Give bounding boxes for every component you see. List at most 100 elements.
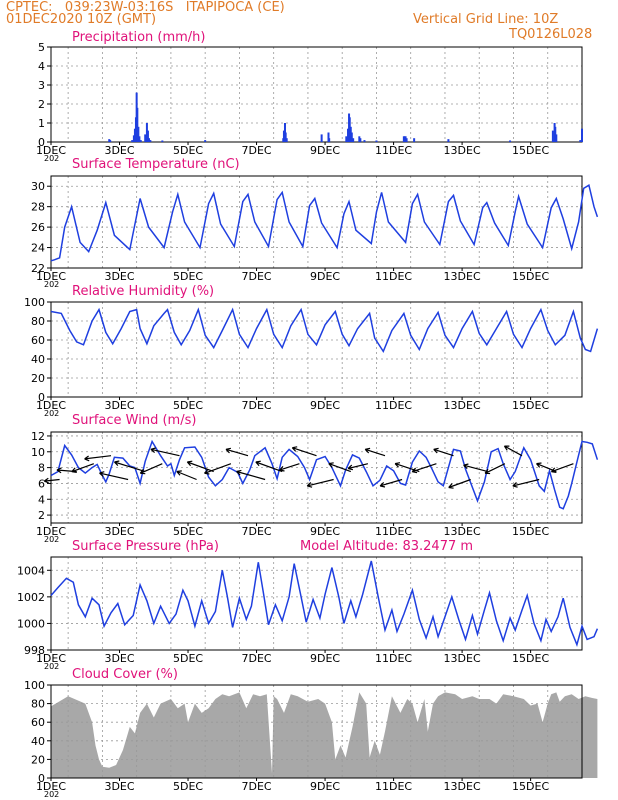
precip-ytick-label-2: 2 <box>38 98 45 111</box>
temperature-xtick-label-6: 13DEC <box>444 270 481 283</box>
cloud-xtick-label-1: 3DEC <box>104 780 134 793</box>
wind-vector-18 <box>347 463 369 471</box>
humidity-ytick-label-0: 0 <box>38 391 45 404</box>
precip-bar-28 <box>347 128 350 142</box>
precip-bar-36 <box>363 140 366 142</box>
precip-bar-10 <box>138 136 141 142</box>
pressure-xtick-label-5: 11DEC <box>375 652 412 665</box>
precip-bar-9 <box>137 126 140 142</box>
temperature-ytick-label-4: 30 <box>31 180 45 193</box>
precip-xtick-label-3: 7DEC <box>241 144 271 157</box>
humidity-ytick-label-4: 80 <box>31 315 45 328</box>
precip-bar-40 <box>404 136 407 142</box>
wind-vector-22 <box>411 463 437 474</box>
precip-bar-23 <box>285 138 288 142</box>
precip-bar-27 <box>345 136 348 142</box>
pressure-ytick-label-3: 1004 <box>17 564 45 577</box>
wind-vector-6 <box>139 463 163 475</box>
wind-ytick-label-1: 4 <box>38 493 45 506</box>
humidity-ytick-label-1: 20 <box>31 372 45 385</box>
cloud-xtick-label-0: 1DEC <box>36 780 66 793</box>
precip-bar-22 <box>284 132 287 142</box>
pressure-xtick-label-6: 13DEC <box>444 652 481 665</box>
precip-bar-15 <box>147 138 150 142</box>
wind-ytick-label-4: 10 <box>31 446 45 459</box>
wind-vector-27 <box>503 445 523 457</box>
pressure-annotation: Model Altitude: 83.2477 m <box>300 539 473 554</box>
precip-xtick-label-5: 11DEC <box>375 144 412 157</box>
wind-vector-2 <box>71 463 95 473</box>
wind-vector-19 <box>364 447 386 457</box>
cloud-xtick-label-2: 5DEC <box>173 780 203 793</box>
pressure-xtick-label-4: 9DEC <box>310 652 340 665</box>
humidity-xtick-label-1: 3DEC <box>104 399 134 412</box>
cloud-frame <box>50 684 583 779</box>
cloud-xtick-label-3: 7DEC <box>241 780 271 793</box>
wind-xtick-label-7: 15DEC <box>512 525 549 538</box>
humidity-frame <box>50 301 583 398</box>
precip-bar-18 <box>204 140 207 142</box>
precip-frame <box>50 46 583 143</box>
wind-vector-26 <box>484 463 506 475</box>
wind-vector-5 <box>113 460 146 473</box>
cloud-ytick-label-3: 60 <box>31 716 45 729</box>
humidity-ytick-label-5: 100 <box>24 296 45 309</box>
precip-bar-4 <box>132 135 135 142</box>
wind-vector-16 <box>306 478 334 488</box>
pressure-xtick-label-2: 5DEC <box>173 652 203 665</box>
precip-bar-39 <box>403 136 406 142</box>
precip-xtick-label-0: 1DEC <box>36 144 66 157</box>
precip-bar-31 <box>349 126 352 142</box>
precip-xtick-label-1: 3DEC <box>104 144 134 157</box>
wind-vector-15 <box>291 446 317 457</box>
precip-ytick-label-0: 0 <box>38 136 45 149</box>
wind-vector-20 <box>379 478 403 488</box>
precip-ytick-label-5: 5 <box>38 41 45 54</box>
wind-ytick-label-5: 12 <box>31 430 45 443</box>
wind-series-line <box>50 439 599 510</box>
wind-xtick-label-2: 5DEC <box>173 525 203 538</box>
station-line: CPTEC: 039:23W-03:16S ITAPIPOCA (CE) <box>6 0 285 15</box>
grid-line-note: Vertical Grid Line: 10Z <box>413 12 559 27</box>
humidity-year-stub: 202 <box>44 409 59 418</box>
pressure-series-line <box>50 560 599 648</box>
wind-vector-13 <box>255 460 283 473</box>
wind-vector-9 <box>186 460 214 473</box>
humidity-xtick-label-7: 15DEC <box>512 399 549 412</box>
precip-bar-30 <box>348 117 351 142</box>
precip-ytick-label-3: 3 <box>38 79 45 92</box>
cloud-xtick-label-7: 15DEC <box>512 780 549 793</box>
wind-frame <box>50 431 583 524</box>
wind-xtick-label-6: 13DEC <box>444 525 481 538</box>
precip-xtick-label-4: 9DEC <box>310 144 340 157</box>
humidity-xtick-label-5: 11DEC <box>375 399 412 412</box>
precip-year-stub: 202 <box>44 154 59 163</box>
temperature-year-stub: 202 <box>44 280 59 289</box>
precip-ytick-label-4: 4 <box>38 60 45 73</box>
precip-bar-45 <box>551 130 554 142</box>
cloud-xtick-label-4: 9DEC <box>310 780 340 793</box>
temperature-ytick-label-2: 26 <box>31 221 45 234</box>
temperature-xtick-label-7: 15DEC <box>512 270 549 283</box>
pressure-frame <box>50 556 583 651</box>
cloud-ytick-label-0: 0 <box>38 772 45 785</box>
wind-vector-17 <box>328 462 352 473</box>
precip-ytick-label-1: 1 <box>38 117 45 130</box>
precip-xtick-label-2: 5DEC <box>173 144 203 157</box>
temperature-xtick-label-2: 5DEC <box>173 270 203 283</box>
wind-ytick-label-2: 6 <box>38 477 45 490</box>
cloud-year-stub: 202 <box>44 790 59 799</box>
precip-bar-37 <box>375 140 378 142</box>
precip-bar-13 <box>145 123 148 142</box>
wind-year-stub: 202 <box>44 535 59 544</box>
wind-vector-10 <box>204 463 232 475</box>
precip-bar-8 <box>136 107 139 142</box>
temperature-xtick-label-4: 9DEC <box>310 270 340 283</box>
precip-bar-16 <box>149 140 152 142</box>
humidity-ytick-label-2: 40 <box>31 353 45 366</box>
precip-bar-47 <box>554 126 557 142</box>
precip-bar-50 <box>581 128 583 142</box>
wind-vector-0 <box>43 477 60 484</box>
precip-bar-14 <box>146 130 149 142</box>
